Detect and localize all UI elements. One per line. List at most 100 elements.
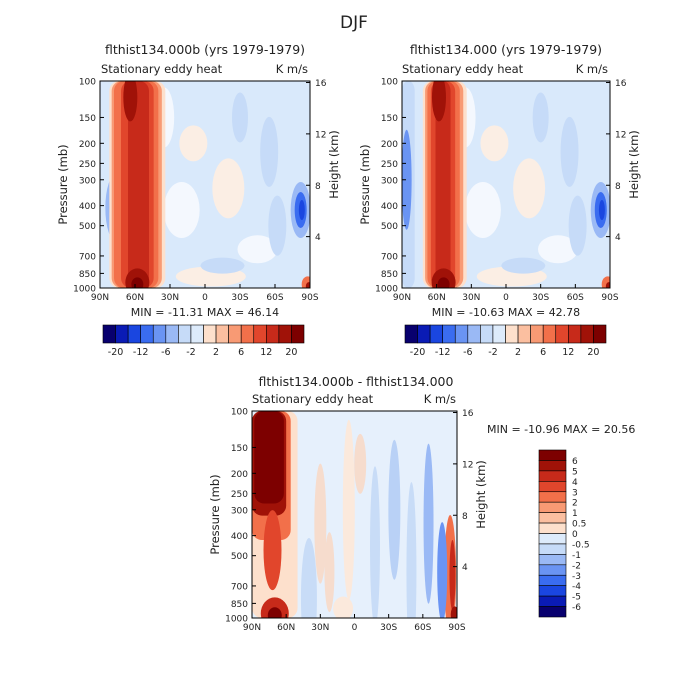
colorbar-swatch bbox=[467, 324, 481, 344]
latitude-tick-label: 90N bbox=[393, 293, 411, 303]
panel-c-axes: 100 150 200 250 300 400 500 700 850 1000 16 12 8 4 90N… bbox=[208, 408, 488, 634]
colorbar-label: 0.5 bbox=[572, 520, 586, 530]
panel-c: flthist134.000b - flthist134.000 Station… bbox=[208, 374, 635, 634]
height-tick-label: 8 bbox=[315, 182, 321, 192]
south-positive-core bbox=[605, 282, 610, 288]
latitude-tick-label: 30S bbox=[532, 293, 549, 303]
colorbar-swatch bbox=[538, 460, 567, 472]
figure-title: DJF bbox=[340, 13, 368, 33]
colorbar-swatch bbox=[442, 324, 456, 344]
colorbar-swatch bbox=[538, 564, 567, 576]
weak-difference-patch bbox=[423, 443, 434, 604]
colorbar-swatch bbox=[505, 324, 519, 344]
pressure-tick-label: 700 bbox=[381, 252, 398, 262]
pressure-tick-label: 1000 bbox=[73, 285, 96, 295]
colorbar-label: -20 bbox=[108, 347, 124, 358]
colorbar-swatch bbox=[517, 324, 531, 344]
colorbar-label: 2 bbox=[213, 347, 219, 358]
weak-difference-patch bbox=[342, 419, 355, 600]
pressure-tick-label: 1000 bbox=[225, 615, 248, 625]
colorbar-swatch bbox=[102, 324, 116, 344]
panel-c-title: flthist134.000b - flthist134.000 bbox=[259, 374, 454, 389]
colorbar-swatch bbox=[165, 324, 179, 344]
height-tick-label: 12 bbox=[462, 460, 473, 470]
faint-patch bbox=[464, 182, 501, 239]
pressure-tick-label: 200 bbox=[79, 140, 96, 150]
pressure-tick-label: 1000 bbox=[375, 285, 398, 295]
pressure-tick-label: 250 bbox=[381, 160, 398, 170]
colorbar-swatch bbox=[454, 324, 469, 344]
pressure-tick-label: 850 bbox=[381, 270, 398, 280]
latitude-tick-label: 60N bbox=[126, 293, 144, 303]
colorbar-swatch bbox=[291, 324, 305, 344]
colorbar-label: -6 bbox=[572, 603, 581, 613]
latitude-tick-label: 60S bbox=[414, 623, 431, 633]
colorbar-swatch bbox=[278, 324, 292, 344]
weak-difference-patch bbox=[354, 433, 367, 494]
pressure-tick-label: 400 bbox=[381, 202, 398, 212]
faint-patch bbox=[179, 125, 208, 162]
south-negative-column bbox=[437, 522, 448, 618]
panel-b-plot-area bbox=[401, 80, 611, 289]
pressure-tick-label: 250 bbox=[231, 490, 248, 500]
panel-b-field-label: Stationary eddy heat bbox=[402, 62, 524, 76]
weak-negative-patch bbox=[260, 116, 279, 187]
pressure-tick-label: 100 bbox=[231, 408, 248, 418]
pressure-tick-label: 400 bbox=[231, 532, 248, 542]
colorbar-swatch bbox=[542, 324, 557, 344]
faint-patch bbox=[480, 125, 509, 162]
colorbar-swatch bbox=[538, 543, 567, 555]
latitude-tick-label: 30N bbox=[161, 293, 179, 303]
colorbar-label: -2 bbox=[572, 561, 581, 571]
panel-b-colorbar: -20 -12 -6 -2 2 6 12 20 bbox=[404, 324, 607, 358]
panel-b-units-label: K m/s bbox=[576, 62, 608, 76]
colorbar-swatch bbox=[538, 585, 567, 597]
latitude-tick-label: 90N bbox=[243, 623, 261, 633]
colorbar-label: 2 bbox=[572, 499, 578, 509]
latitude-tick-label: 90N bbox=[91, 293, 109, 303]
pressure-tick-label: 400 bbox=[79, 202, 96, 212]
weak-difference-patch bbox=[324, 532, 335, 613]
pressure-tick-label: 250 bbox=[79, 160, 96, 170]
latitude-tick-label: 30S bbox=[231, 293, 248, 303]
weak-difference-patch bbox=[314, 463, 327, 584]
colorbar-swatch bbox=[190, 324, 204, 344]
pressure-tick-label: 500 bbox=[231, 552, 248, 562]
latitude-tick-label: 30N bbox=[462, 293, 480, 303]
latitude-tick-label: 90S bbox=[448, 623, 465, 633]
pressure-tick-label: 500 bbox=[381, 222, 398, 232]
panel-b-axes: 100 150 200 250 300 400 500 700 850 1000 16 12 8 4 90N… bbox=[358, 78, 641, 304]
weak-difference-patch bbox=[300, 537, 317, 618]
colorbar-swatch bbox=[228, 324, 242, 344]
plotB-contours bbox=[402, 81, 610, 288]
weak-negative-patch bbox=[560, 116, 579, 187]
colorbar-swatch bbox=[538, 512, 567, 524]
colorbar-swatch bbox=[127, 324, 141, 344]
colorbar-label: -5 bbox=[572, 593, 581, 603]
colorbar-swatch bbox=[568, 324, 582, 344]
colorbar-label: -3 bbox=[572, 572, 581, 582]
panel-c-units-label: K m/s bbox=[424, 392, 456, 406]
weak-difference-patch bbox=[333, 596, 354, 618]
height-tick-label: 4 bbox=[315, 233, 321, 243]
faint-patch bbox=[163, 182, 200, 239]
weak-negative-patch bbox=[268, 195, 287, 256]
latitude-tick-label: 90S bbox=[601, 293, 618, 303]
panel-a-axes: 100 150 200 250 300 400 500 700 850 1000 16 12 8 4 90N… bbox=[56, 78, 341, 304]
colorbar-swatch bbox=[538, 554, 567, 566]
colorbar-label: 20 bbox=[587, 347, 599, 358]
colorbar-label: 5 bbox=[572, 467, 578, 477]
positive-core-max bbox=[131, 277, 144, 288]
pressure-tick-label: 300 bbox=[381, 176, 398, 186]
weak-negative-patch bbox=[501, 257, 546, 274]
panel-a-plot-area bbox=[99, 80, 311, 289]
pressure-tick-label: 150 bbox=[231, 444, 248, 454]
colorbar-swatch bbox=[215, 324, 229, 344]
pressure-tick-label: 100 bbox=[79, 78, 96, 88]
colorbar-label: -6 bbox=[463, 347, 472, 358]
colorbar-label: -4 bbox=[572, 582, 581, 592]
colorbar-label: 6 bbox=[572, 457, 578, 467]
colorbar-swatch bbox=[178, 324, 192, 344]
